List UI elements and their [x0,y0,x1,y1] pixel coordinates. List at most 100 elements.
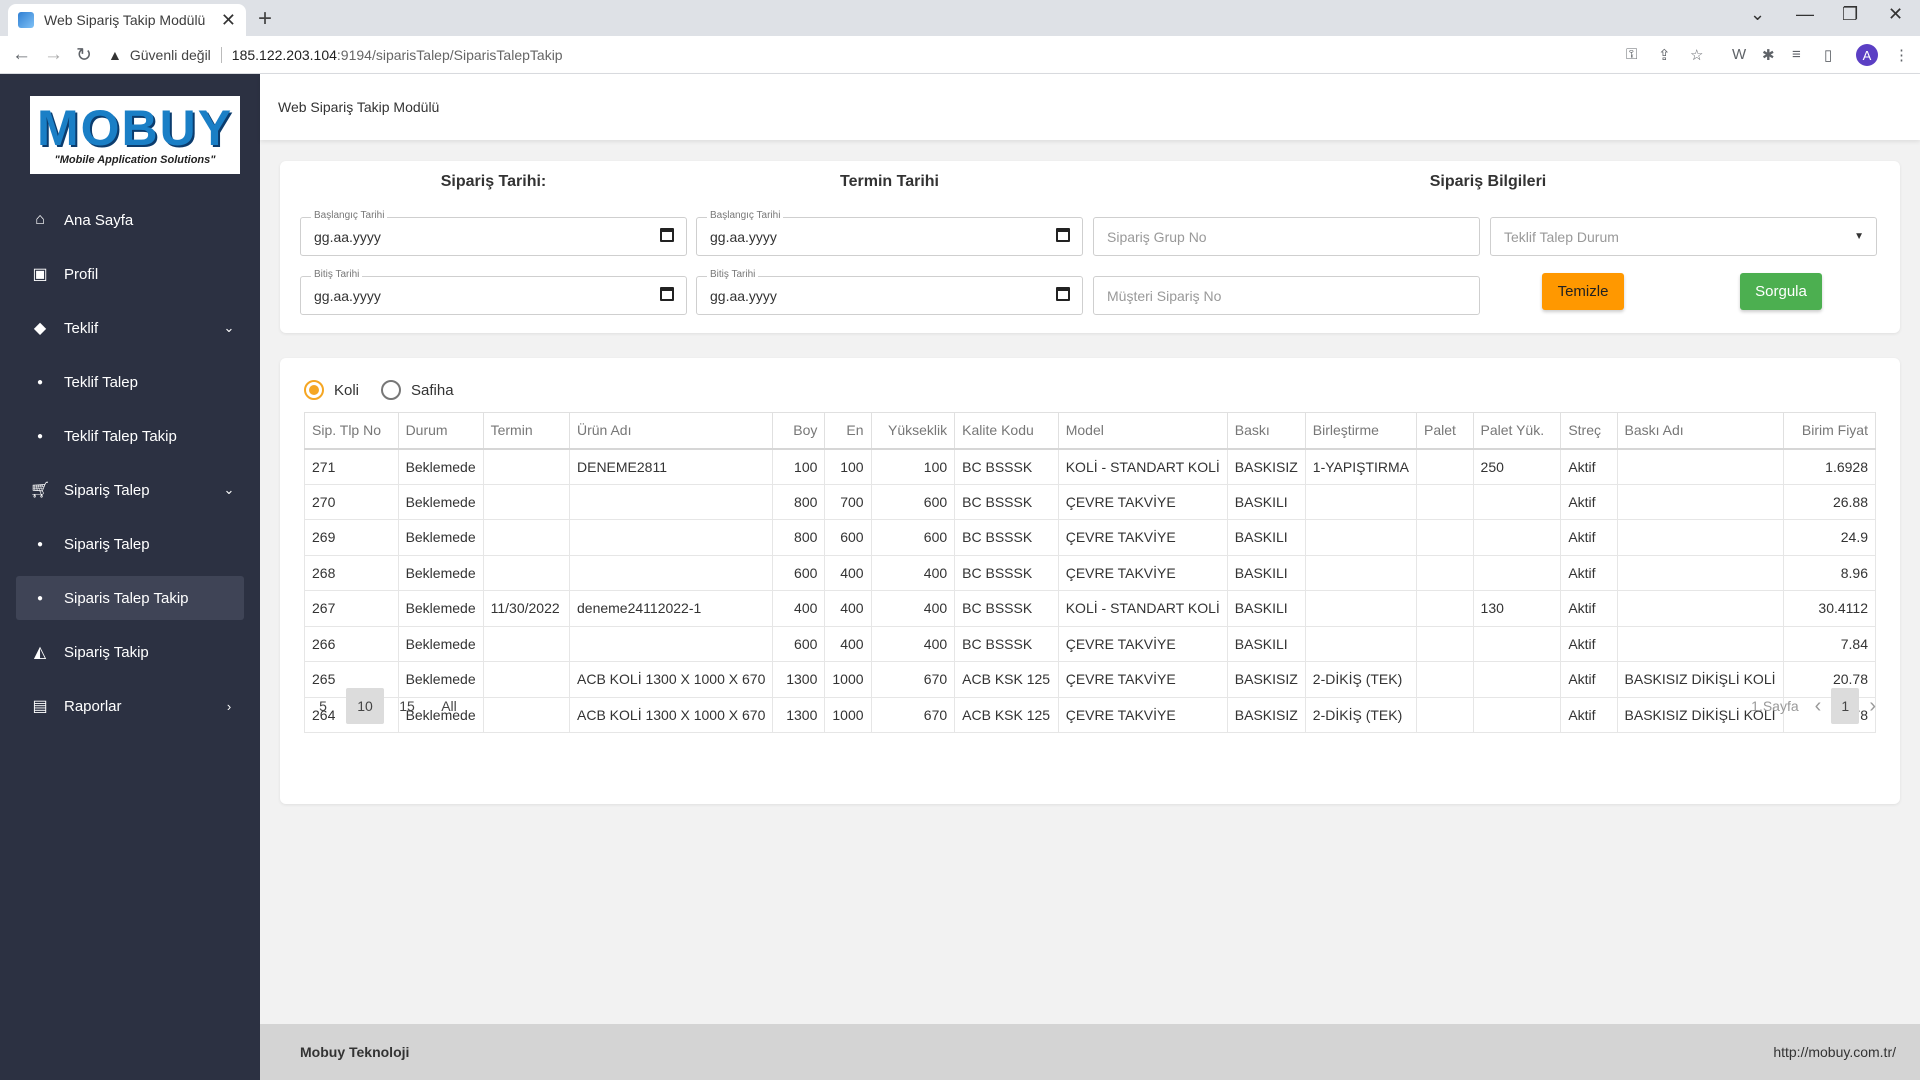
col-header-palet[interactable]: Palet [1416,412,1474,450]
table-cell [1304,483,1418,520]
security-label[interactable]: Güvenli değil [130,47,222,63]
siparis-bitis-date-field[interactable]: Bitiş Tarihi gg.aa.yyyy [300,269,687,315]
footer-url-link[interactable]: http://mobuy.com.tr/ [1773,1044,1896,1060]
table-row[interactable]: 271 Beklemede DENEME2811 100 100 100 BC BSSSK K… [304,448,1876,485]
forward-icon[interactable]: → [44,44,63,65]
col-header-urun-adi[interactable]: Ürün Adı [568,412,774,450]
sidebar-item-siparis-takip[interactable]: ◭ Sipariş Takip [16,630,244,674]
col-header-sip-tlp-no[interactable]: Sip. Tlp No [304,412,399,450]
table-cell [1416,590,1474,627]
minimize-icon[interactable]: — [1796,4,1814,24]
sidebar-item-profil[interactable]: ▣ Profil [16,252,244,296]
window-close-icon[interactable]: ✕ [1888,4,1904,24]
calendar-icon[interactable] [660,228,674,242]
sorgula-button[interactable]: Sorgula [1740,273,1822,310]
table-cell: 400 [824,554,872,591]
col-header-palet-yuk[interactable]: Palet Yük. [1472,412,1562,450]
teklif-talep-durum-select[interactable]: Teklif Talep Durum ▼ [1490,217,1877,256]
reload-icon[interactable]: ↻ [76,45,92,66]
browser-menu-icon[interactable]: ⋮ [1894,47,1909,64]
table-cell: ACB KOLİ 1300 X 1000 X 670 [568,696,774,733]
koli-radio[interactable] [304,380,324,400]
table-row[interactable]: 269 Beklemede 800 600 600 BC BSSSK ÇEVRE TAKVİ… [304,519,1876,556]
tab-search-icon[interactable]: ⌄ [1750,4,1766,24]
page-size-all[interactable]: All [441,698,457,714]
termin-baslangic-date-field[interactable]: Başlangıç Tarihi gg.aa.yyyy [696,210,1083,256]
table-cell [1416,661,1474,698]
table-cell: BASKILI [1226,590,1306,627]
temizle-button[interactable]: Temizle [1542,273,1624,310]
browser-tab[interactable]: Web Sipariş Takip Modülü ✕ [8,4,246,36]
col-header-baski-adi[interactable]: Baskı Adı [1616,412,1784,450]
termin-bitis-date-field[interactable]: Bitiş Tarihi gg.aa.yyyy [696,269,1083,315]
page-size-15[interactable]: 15 [399,698,415,714]
sidebar-item-label: Teklif [64,319,99,337]
col-header-birlestirme[interactable]: Birleştirme [1304,412,1418,450]
sidebar-item-teklif[interactable]: ◆ Teklif ⌄ [16,306,244,350]
sidebar-item-siparis-talep-group[interactable]: 🛒︎ Sipariş Talep ⌄ [16,468,244,512]
sidebar-item-teklif-talep[interactable]: ● Teklif Talep [16,360,244,404]
extensions-puzzle-icon[interactable]: ✱ [1762,47,1775,64]
key-icon[interactable]: ⚿ [1626,46,1638,63]
extension-w-icon[interactable]: W [1732,46,1747,63]
col-header-model[interactable]: Model [1057,412,1228,450]
col-header-strec[interactable]: Streç [1560,412,1618,450]
table-row[interactable]: 265 Beklemede ACB KOLİ 1300 X 1000 X 670 13… [304,661,1876,698]
sidebar-item-siparis-talep-takip[interactable]: ● Siparis Talep Takip [16,576,244,620]
restore-icon[interactable]: ❐ [1842,4,1859,24]
media-icon[interactable]: ≡ [1792,46,1801,63]
col-header-birim-fiyat[interactable]: Birim Fiyat [1782,412,1876,450]
sidebar-item-siparis-talep[interactable]: ● Sipariş Talep [16,522,244,566]
calendar-icon[interactable] [1056,287,1070,301]
calendar-icon[interactable] [1056,228,1070,242]
page-size-10[interactable]: 10 [346,688,384,724]
table-cell [1304,590,1418,627]
table-cell [1472,696,1562,733]
back-icon[interactable]: ← [12,44,31,65]
col-header-durum[interactable]: Durum [397,412,484,450]
col-header-termin[interactable]: Termin [482,412,571,450]
col-header-yukseklik[interactable]: Yükseklik [870,412,956,450]
table-cell: 1300 [772,696,826,733]
favicon-icon [18,12,34,28]
page-size-5[interactable]: 5 [319,698,327,714]
table-cell: BC BSSSK [954,448,1059,485]
sidebar-item-ana-sayfa[interactable]: ⌂ Ana Sayfa [16,198,244,242]
tab-close-icon[interactable]: ✕ [220,9,236,30]
col-header-boy[interactable]: Boy [772,412,826,450]
table-cell: Aktif [1560,696,1618,733]
sidebar-item-raporlar[interactable]: ▤ Raporlar › [16,684,244,728]
table-cell [482,483,571,520]
col-header-kalite-kodu[interactable]: Kalite Kodu [954,412,1059,450]
page-title: Web Sipariş Takip Modülü [278,99,440,115]
prev-page-icon[interactable]: ‹ [1814,694,1822,717]
mobuy-logo[interactable]: MOBUY "Mobile Application Solutions" [30,96,240,174]
safiha-radio[interactable] [381,380,402,400]
dot-icon: ● [36,538,44,550]
col-header-en[interactable]: En [824,412,872,450]
new-tab-button[interactable]: + [258,5,273,32]
calendar-icon[interactable] [660,287,674,301]
col-header-baski[interactable]: Baskı [1226,412,1306,450]
table-row[interactable]: 270 Beklemede 800 700 600 BC BSSSK ÇEVRE TAKVİ… [304,483,1876,520]
table-row[interactable]: 266 Beklemede 600 400 400 BC BSSSK ÇEVRE TAKVİ… [304,625,1876,662]
table-cell [1416,448,1474,485]
table-row[interactable]: 268 Beklemede 600 400 400 BC BSSSK ÇEVRE TAKVİ… [304,554,1876,591]
musteri-siparis-no-input[interactable]: Müşteri Sipariş No [1093,276,1480,315]
next-page-icon[interactable]: › [1869,694,1876,717]
siparis-baslangic-date-field[interactable]: Başlangıç Tarihi gg.aa.yyyy [300,210,687,256]
url-field[interactable]: ▲ Güvenli değil 185.122.203.104:9194/sip… [108,41,1708,69]
table-cell [568,483,774,520]
bookmark-star-icon[interactable]: ☆ [1690,47,1704,64]
table-row[interactable]: 267 Beklemede 11/30/2022 deneme24112022-1 40… [304,590,1876,627]
profile-avatar[interactable]: A [1856,44,1878,66]
page-number-1[interactable]: 1 [1831,688,1860,724]
sidebar-item-teklif-talep-takip[interactable]: ● Teklif Talep Takip [16,414,244,458]
share-icon[interactable]: ⇪ [1658,47,1671,64]
koli-label[interactable]: Koli [334,381,360,399]
siparis-grup-no-input[interactable]: Sipariş Grup No [1093,217,1480,256]
table-cell: 7.84 [1782,625,1876,662]
safiha-label[interactable]: Safiha [411,381,454,399]
table-row[interactable]: 264 Beklemede ACB KOLİ 1300 X 1000 X 670 13… [304,696,1876,733]
side-panel-icon[interactable]: ▯ [1824,47,1833,64]
